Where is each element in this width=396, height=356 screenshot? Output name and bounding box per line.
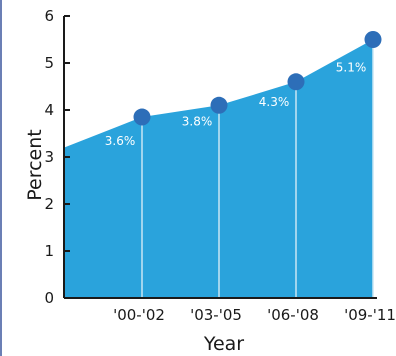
x-tick-label: '06-'08: [267, 306, 319, 324]
x-tick-label: '09-'11: [344, 306, 396, 324]
y-tick-label: 4: [44, 101, 54, 119]
data-point: [287, 73, 305, 91]
x-axis-title: Year: [203, 333, 244, 355]
data-point: [364, 31, 382, 48]
data-label: 4.3%: [259, 95, 290, 109]
y-axis-title: Percent: [24, 129, 46, 201]
y-tick-label: 0: [44, 289, 54, 307]
data-point: [133, 108, 151, 126]
y-tick-label: 1: [44, 242, 54, 260]
data-label: 3.6%: [105, 134, 136, 148]
x-tick-label: '00-'02: [113, 306, 165, 324]
y-tick-label: 3: [44, 148, 54, 166]
data-label: 3.8%: [182, 114, 213, 128]
data-label: 5.1%: [336, 61, 367, 75]
data-point: [210, 96, 228, 114]
area-layer: [64, 39, 374, 298]
y-tick-label: 2: [44, 195, 54, 213]
mark-layer: 3.6% 3.8% 4.3% 5.1%: [105, 31, 382, 148]
y-tick-label: 6: [44, 7, 54, 25]
x-tick-label: '03-'05: [190, 306, 242, 324]
axis-layer: 0 1 2 3 4 5 6 '00-'02 '03-'05 '06-'08 '09-'11: [44, 7, 395, 324]
y-tick-label: 5: [44, 54, 54, 72]
